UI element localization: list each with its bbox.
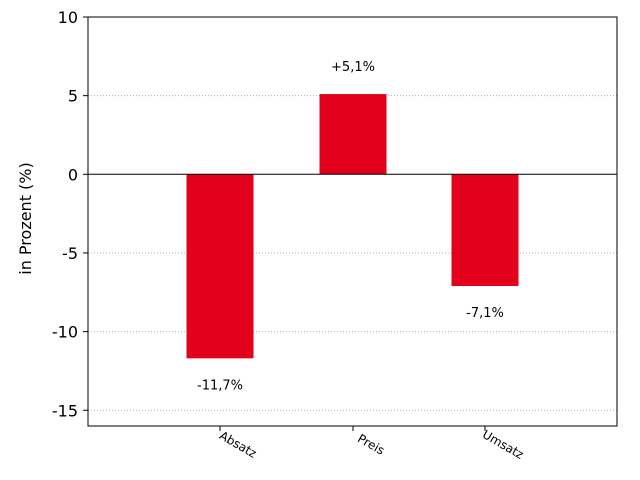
y-tick-label: -5 — [62, 244, 78, 263]
y-tick-label: 0 — [68, 165, 78, 184]
y-axis-ticks: 10 5 0 -5 -10 -15 — [52, 8, 88, 420]
x-axis-ticks: Absatz Preis Umsatz — [217, 426, 526, 462]
y-tick-label: -15 — [52, 401, 78, 420]
bar-umsatz — [451, 174, 519, 286]
x-tick-label: Preis — [355, 431, 387, 457]
data-label: -7,1% — [466, 306, 504, 321]
bar-preis — [319, 94, 387, 175]
y-tick-label: 5 — [68, 87, 78, 106]
data-label: +5,1% — [331, 60, 375, 75]
x-tick-label: Umsatz — [480, 427, 526, 462]
x-tick-label: Absatz — [217, 428, 259, 460]
data-labels: -11,7% +5,1% -7,1% — [197, 60, 504, 393]
y-tick-label: 10 — [58, 8, 78, 27]
bar-absatz — [186, 174, 254, 359]
y-tick-label: -10 — [52, 323, 78, 342]
plot-frame — [87, 16, 618, 427]
y-axis-title: in Prozent (%) — [16, 162, 35, 274]
bars — [186, 94, 519, 359]
data-label: -11,7% — [197, 378, 243, 393]
